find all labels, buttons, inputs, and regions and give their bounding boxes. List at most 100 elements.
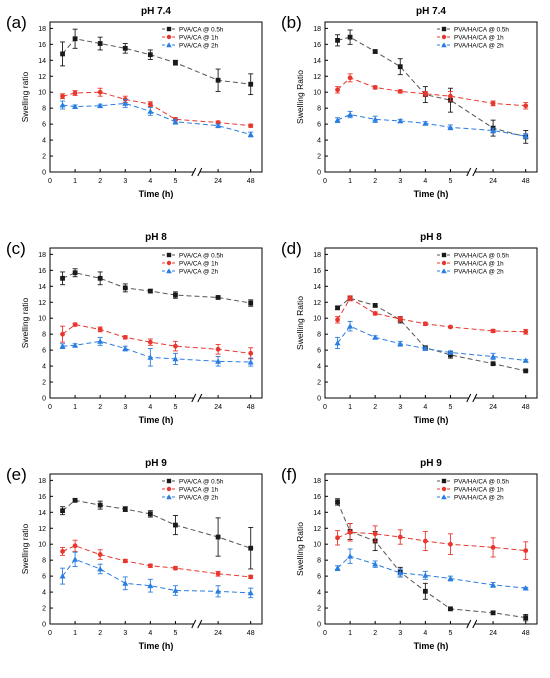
data-point [122,334,128,340]
x-tick-label: 2 [98,404,102,411]
x-tick-label: 5 [173,404,177,411]
data-point [215,588,222,594]
legend-marker [166,26,172,32]
legend-marker [166,494,172,500]
data-point [372,334,379,340]
data-point [72,543,78,549]
y-tick-label: 6 [317,348,321,355]
data-point [422,572,429,578]
data-point [397,534,403,540]
y-tick-label: 0 [317,396,321,403]
legend-label: PVA/HA/CA @ 2h [454,268,504,275]
data-point [448,93,453,99]
chart-title: pH 7.4 [141,6,171,17]
data-point [97,338,104,344]
data-point [248,123,254,129]
data-point [523,548,529,553]
x-tick-label: 48 [522,630,530,637]
x-tick-label: 5 [448,630,452,637]
data-point [422,345,429,351]
plot-frame [49,21,263,173]
data-point [215,295,221,300]
data-point [147,354,154,360]
data-point [60,548,65,554]
plot-frame [49,247,263,399]
axis-break-gap [193,168,200,176]
y-tick-label: 4 [42,138,46,145]
data-point [122,558,128,564]
y-tick-label: 8 [317,106,321,113]
y-tick-label: 12 [313,74,321,81]
x-tick-label: 3 [398,630,402,637]
data-point [173,565,178,571]
y-tick-label: 16 [313,268,321,275]
axis-break-gap [468,394,475,402]
x-tick-label: 3 [123,404,127,411]
plot-frame [324,473,538,625]
axis-break-mark [466,393,472,403]
x-tick-label: 1 [348,404,352,411]
data-point [522,585,529,591]
x-tick-label: 4 [148,630,152,637]
series-line [337,325,526,361]
data-point [247,589,254,596]
x-tick-label: 0 [48,404,52,411]
y-axis-label: Swelling ratio [20,297,30,348]
y-tick-label: 16 [38,494,46,501]
legend-marker [166,34,172,40]
data-point [72,342,79,348]
data-point [448,324,453,330]
data-point [347,295,353,301]
data-point [215,77,221,83]
y-tick-label: 14 [38,284,46,291]
data-point [422,91,428,97]
data-point [422,120,429,126]
legend-marker [166,268,172,274]
x-tick-label: 0 [323,178,327,185]
x-tick-label: 48 [522,178,530,185]
data-point [122,100,129,106]
data-point [372,531,378,537]
data-point [215,358,222,364]
y-tick-label: 2 [317,380,321,387]
x-tick-label: 1 [348,630,352,637]
x-tick-label: 2 [373,404,377,411]
data-point [347,529,353,535]
data-point [335,37,340,43]
x-tick-label: 5 [448,178,452,185]
legend-marker [441,268,447,274]
axis-break-mark [197,393,203,403]
panel-label: (a) [6,13,27,32]
data-point [72,270,78,276]
data-point [147,563,153,569]
x-tick-label: 0 [48,178,52,185]
data-point [59,573,66,579]
y-tick-label: 4 [42,364,46,371]
legend-marker [441,252,447,258]
y-tick-label: 4 [317,590,321,597]
chart-title: pH 8 [145,232,167,243]
y-tick-label: 12 [313,526,321,533]
y-tick-label: 0 [42,622,46,629]
series-line [337,77,526,107]
x-tick-label: 5 [448,404,452,411]
data-point [97,275,103,281]
x-axis-label: Time (h) [139,641,174,651]
y-axis-label: Swelling Ratio [295,522,305,576]
y-axis-label: Swelling ratio [20,71,30,122]
legend-label: PVA/CA @ 1h [179,486,219,493]
x-tick-label: 24 [214,404,222,411]
y-tick-label: 18 [313,478,321,485]
y-tick-label: 16 [313,494,321,501]
x-tick-label: 4 [423,178,427,185]
x-tick-label: 24 [489,404,497,411]
data-point [59,343,66,349]
legend-label: PVA/CA @ 0.5h [179,26,224,33]
axis-break-gap [193,620,200,628]
data-point [60,51,65,57]
x-tick-label: 0 [323,404,327,411]
axis-break-mark [466,619,472,629]
x-tick-label: 24 [214,630,222,637]
